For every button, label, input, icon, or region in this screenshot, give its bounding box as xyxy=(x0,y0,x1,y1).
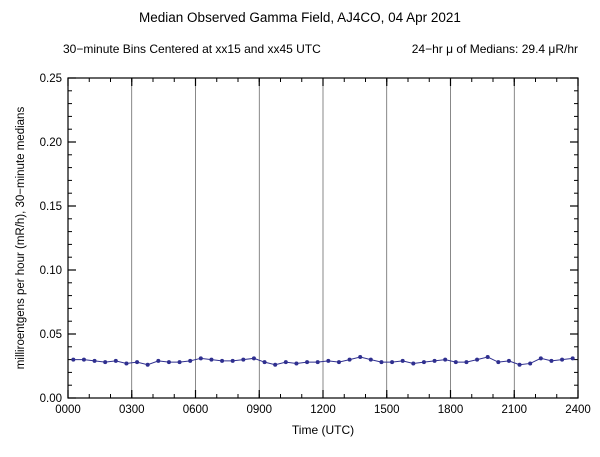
data-point xyxy=(326,358,331,363)
data-point xyxy=(368,357,373,362)
data-point xyxy=(390,360,395,365)
data-point xyxy=(124,361,129,366)
data-point xyxy=(475,357,480,362)
data-point xyxy=(220,358,225,363)
data-point xyxy=(273,362,278,367)
svg-text:0600: 0600 xyxy=(183,404,209,416)
data-point xyxy=(283,360,288,365)
svg-text:0000: 0000 xyxy=(55,404,81,416)
data-point xyxy=(347,357,352,362)
svg-text:2100: 2100 xyxy=(501,404,527,416)
data-point xyxy=(560,357,565,362)
subtitle-bins: 30−minute Bins Centered at xx15 and xx45… xyxy=(63,42,321,56)
data-point xyxy=(251,356,256,361)
data-point xyxy=(528,361,533,366)
data-point xyxy=(315,360,320,365)
subtitle-median-summary: 24−hr μ of Medians: 29.4 μR/hr xyxy=(411,42,578,56)
data-point xyxy=(188,358,193,363)
data-point xyxy=(71,357,76,362)
data-point xyxy=(453,360,458,365)
svg-text:2400: 2400 xyxy=(565,404,591,416)
data-point xyxy=(92,358,97,363)
data-point xyxy=(166,360,171,365)
x-axis-label: Time (UTC) xyxy=(292,423,354,437)
data-point xyxy=(506,358,511,363)
data-point xyxy=(432,358,437,363)
svg-text:0.25: 0.25 xyxy=(40,73,62,85)
svg-text:0.20: 0.20 xyxy=(40,137,62,149)
data-point xyxy=(156,358,161,363)
svg-text:0.15: 0.15 xyxy=(40,201,62,213)
data-point xyxy=(209,357,214,362)
data-point xyxy=(103,360,108,365)
data-point xyxy=(305,360,310,365)
data-point xyxy=(379,360,384,365)
y-axis-label: milliroentgens per hour (mR/h), 30−minut… xyxy=(15,107,27,370)
data-point xyxy=(336,360,341,365)
data-point xyxy=(464,360,469,365)
data-point xyxy=(177,360,182,365)
svg-text:1800: 1800 xyxy=(438,404,464,416)
data-point xyxy=(230,358,235,363)
data-point xyxy=(496,360,501,365)
svg-text:1200: 1200 xyxy=(310,404,336,416)
data-point xyxy=(400,358,405,363)
data-point xyxy=(443,357,448,362)
data-point xyxy=(145,362,150,367)
chart-subtitle-row: 30−minute Bins Centered at xx15 and xx45… xyxy=(63,42,578,56)
svg-text:0.05: 0.05 xyxy=(40,329,62,341)
data-point xyxy=(198,356,203,361)
svg-text:0900: 0900 xyxy=(246,404,272,416)
data-point xyxy=(570,356,575,361)
data-point xyxy=(549,358,554,363)
svg-text:0.10: 0.10 xyxy=(40,265,62,277)
data-point xyxy=(485,355,490,360)
data-point xyxy=(538,356,543,361)
data-point xyxy=(81,357,86,362)
data-point xyxy=(262,360,267,365)
data-point xyxy=(517,362,522,367)
svg-text:1500: 1500 xyxy=(374,404,400,416)
data-point xyxy=(135,360,140,365)
data-point xyxy=(358,355,363,360)
data-point xyxy=(241,357,246,362)
chart-title: Median Observed Gamma Field, AJ4CO, 04 A… xyxy=(139,10,461,25)
svg-text:0.00: 0.00 xyxy=(40,393,62,405)
data-point xyxy=(421,360,426,365)
svg-text:0300: 0300 xyxy=(119,404,145,416)
data-point xyxy=(113,358,118,363)
data-point xyxy=(411,361,416,366)
data-point xyxy=(294,361,299,366)
